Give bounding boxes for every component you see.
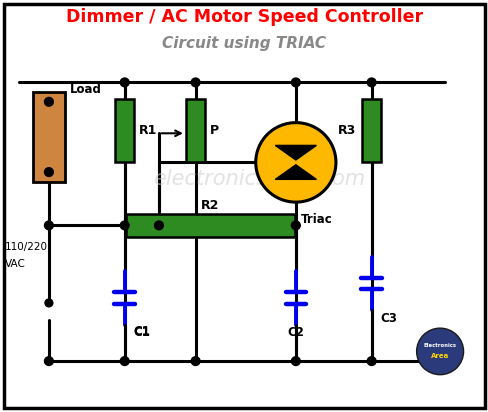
Text: C2: C2 — [287, 326, 304, 339]
Circle shape — [120, 357, 129, 365]
Text: R2: R2 — [201, 199, 219, 211]
Circle shape — [366, 357, 375, 365]
Circle shape — [416, 328, 463, 375]
Circle shape — [44, 97, 53, 106]
Circle shape — [291, 78, 300, 87]
Text: VAC: VAC — [5, 259, 26, 269]
Circle shape — [44, 357, 53, 365]
Bar — [125, 214, 294, 237]
Bar — [185, 99, 205, 162]
Bar — [33, 92, 65, 182]
Text: Circuit using TRIAC: Circuit using TRIAC — [162, 36, 326, 51]
Text: Area: Area — [430, 353, 448, 359]
Text: C1: C1 — [133, 326, 150, 339]
Bar — [115, 99, 134, 162]
Circle shape — [291, 357, 300, 365]
Circle shape — [45, 299, 53, 307]
Circle shape — [291, 221, 300, 230]
Polygon shape — [275, 145, 316, 160]
Circle shape — [120, 221, 129, 230]
Text: Dimmer / AC Motor Speed Controller: Dimmer / AC Motor Speed Controller — [66, 8, 422, 26]
Bar — [361, 99, 381, 162]
Text: R1: R1 — [139, 124, 158, 137]
Text: C3: C3 — [380, 311, 397, 325]
Circle shape — [255, 123, 335, 202]
Text: electronicsarea.com: electronicsarea.com — [153, 169, 365, 190]
Text: R3: R3 — [337, 124, 355, 137]
Text: P: P — [210, 124, 219, 137]
Text: C1: C1 — [133, 325, 150, 338]
Text: Triac: Triac — [300, 213, 332, 226]
Circle shape — [191, 78, 200, 87]
Text: 110/220: 110/220 — [5, 241, 48, 252]
Circle shape — [366, 78, 375, 87]
Text: Load: Load — [69, 83, 101, 96]
Circle shape — [44, 168, 53, 176]
Polygon shape — [275, 165, 316, 179]
Circle shape — [154, 221, 163, 230]
Circle shape — [44, 221, 53, 230]
Text: Electronics: Electronics — [423, 343, 456, 348]
Circle shape — [120, 78, 129, 87]
Circle shape — [191, 357, 200, 365]
